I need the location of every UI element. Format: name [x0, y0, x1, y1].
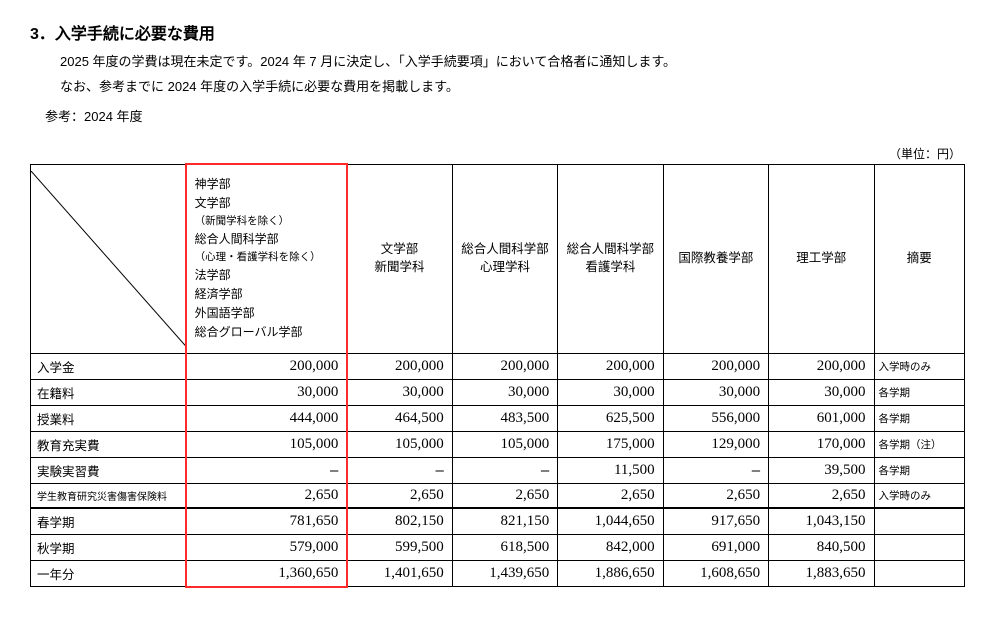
cell-value: 444,000: [186, 405, 347, 431]
row-label: 秋学期: [31, 534, 187, 560]
cell-note: 入学時のみ: [874, 483, 964, 508]
cell-value: 39,500: [769, 457, 874, 483]
row-label: 教育充実費: [31, 431, 187, 457]
cell-note: [874, 534, 964, 560]
table-row: 入学金200,000200,000200,000200,000200,00020…: [31, 353, 965, 379]
cell-value: 1,883,650: [769, 560, 874, 586]
cell-note: [874, 508, 964, 535]
cell-note: [874, 560, 964, 586]
table-row: 教育充実費105,000105,000105,000175,000129,000…: [31, 431, 965, 457]
cell-note: 各学期: [874, 379, 964, 405]
cell-value: 1,608,650: [663, 560, 768, 586]
col-header-3: 総合人間科学部心理学科: [452, 164, 557, 353]
cell-value: 200,000: [347, 353, 452, 379]
cell-value: 781,650: [186, 508, 347, 535]
col-header-2: 文学部新聞学科: [347, 164, 452, 353]
cell-value: 2,650: [347, 483, 452, 508]
intro-block: 2025 年度の学費は現在未定です。2024 年 7 月に決定し、「入学手続要項…: [30, 52, 965, 98]
table-row: 秋学期579,000599,500618,500842,000691,00084…: [31, 534, 965, 560]
cell-value: 802,150: [347, 508, 452, 535]
col-header-faculties: 神学部文学部（新聞学科を除く）総合人間科学部（心理・看護学科を除く）法学部経済学…: [186, 164, 347, 353]
table-row: 一年分1,360,6501,401,6501,439,6501,886,6501…: [31, 560, 965, 586]
cell-value: 464,500: [347, 405, 452, 431]
cell-value: 200,000: [558, 353, 663, 379]
cell-value: –: [347, 457, 452, 483]
cell-value: 175,000: [558, 431, 663, 457]
cell-value: 2,650: [558, 483, 663, 508]
table-row: 在籍料30,00030,00030,00030,00030,00030,000各…: [31, 379, 965, 405]
cell-value: 30,000: [347, 379, 452, 405]
cell-note: 各学期: [874, 405, 964, 431]
row-label: 授業料: [31, 405, 187, 431]
col-header-5: 国際教養学部: [663, 164, 768, 353]
cell-value: 2,650: [663, 483, 768, 508]
cell-value: –: [186, 457, 347, 483]
cell-note: 入学時のみ: [874, 353, 964, 379]
table-row: 学生教育研究災害傷害保険料2,6502,6502,6502,6502,6502,…: [31, 483, 965, 508]
cell-value: 691,000: [663, 534, 768, 560]
diagonal-header-cell: [31, 164, 187, 353]
cell-value: 840,500: [769, 534, 874, 560]
cell-note: 各学期（注）: [874, 431, 964, 457]
intro-line-2: なお、参考までに 2024 年度の入学手続に必要な費用を掲載します。: [60, 77, 965, 98]
cell-value: 1,360,650: [186, 560, 347, 586]
cell-value: 200,000: [452, 353, 557, 379]
cell-value: 170,000: [769, 431, 874, 457]
table-wrapper: 神学部文学部（新聞学科を除く）総合人間科学部（心理・看護学科を除く）法学部経済学…: [30, 164, 965, 587]
cell-value: 200,000: [186, 353, 347, 379]
intro-line-1: 2025 年度の学費は現在未定です。2024 年 7 月に決定し、「入学手続要項…: [60, 52, 965, 73]
cell-value: 30,000: [452, 379, 557, 405]
reference-year: 参考：2024 年度: [45, 106, 965, 125]
cell-value: 618,500: [452, 534, 557, 560]
table-row: 春学期781,650802,150821,1501,044,650917,650…: [31, 508, 965, 535]
cell-value: 11,500: [558, 457, 663, 483]
row-label: 学生教育研究災害傷害保険料: [31, 483, 187, 508]
cell-value: 105,000: [452, 431, 557, 457]
cell-value: 105,000: [347, 431, 452, 457]
cell-value: –: [663, 457, 768, 483]
cell-note: 各学期: [874, 457, 964, 483]
row-label: 春学期: [31, 508, 187, 535]
cell-value: 599,500: [347, 534, 452, 560]
cell-value: 601,000: [769, 405, 874, 431]
cell-value: 30,000: [186, 379, 347, 405]
cell-value: 821,150: [452, 508, 557, 535]
cell-value: 2,650: [186, 483, 347, 508]
section-heading: 3．入学手続に必要な費用: [30, 20, 965, 44]
cell-value: 625,500: [558, 405, 663, 431]
cell-value: 1,044,650: [558, 508, 663, 535]
cell-value: 105,000: [186, 431, 347, 457]
table-row: 実験実習費–––11,500–39,500各学期: [31, 457, 965, 483]
col-header-6: 理工学部: [769, 164, 874, 353]
cell-value: 200,000: [663, 353, 768, 379]
cell-value: 129,000: [663, 431, 768, 457]
cell-value: –: [452, 457, 557, 483]
fees-table: 神学部文学部（新聞学科を除く）総合人間科学部（心理・看護学科を除く）法学部経済学…: [30, 164, 965, 587]
cell-value: 579,000: [186, 534, 347, 560]
fees-table-body: 入学金200,000200,000200,000200,000200,00020…: [31, 353, 965, 586]
row-label: 入学金: [31, 353, 187, 379]
row-label: 一年分: [31, 560, 187, 586]
cell-value: 30,000: [769, 379, 874, 405]
cell-value: 2,650: [452, 483, 557, 508]
cell-value: 1,886,650: [558, 560, 663, 586]
col-header-4: 総合人間科学部看護学科: [558, 164, 663, 353]
cell-value: 1,439,650: [452, 560, 557, 586]
cell-value: 2,650: [769, 483, 874, 508]
unit-label: （単位：円）: [30, 145, 965, 162]
cell-value: 1,043,150: [769, 508, 874, 535]
cell-value: 842,000: [558, 534, 663, 560]
cell-value: 30,000: [558, 379, 663, 405]
cell-value: 483,500: [452, 405, 557, 431]
table-row: 授業料444,000464,500483,500625,500556,00060…: [31, 405, 965, 431]
cell-value: 200,000: [769, 353, 874, 379]
cell-value: 917,650: [663, 508, 768, 535]
row-label: 在籍料: [31, 379, 187, 405]
row-label: 実験実習費: [31, 457, 187, 483]
col-header-notes: 摘要: [874, 164, 964, 353]
cell-value: 556,000: [663, 405, 768, 431]
cell-value: 1,401,650: [347, 560, 452, 586]
cell-value: 30,000: [663, 379, 768, 405]
